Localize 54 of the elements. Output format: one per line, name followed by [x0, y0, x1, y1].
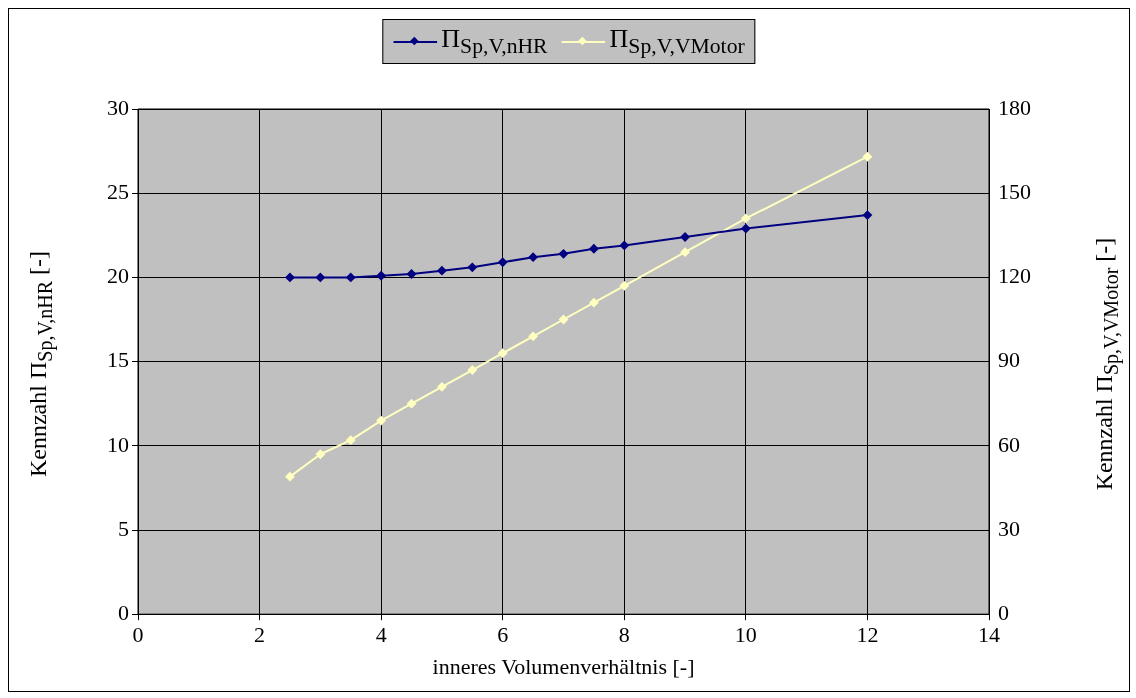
point [407, 399, 417, 409]
legend-label: Π$_{Sp,V,nHR}$ [441, 24, 548, 60]
x-tick-label: 10 [734, 622, 757, 648]
y2-tick-label: 60 [998, 431, 1020, 457]
point [285, 472, 295, 482]
point [680, 247, 690, 257]
y-tick-label: 25 [107, 178, 129, 204]
point [589, 298, 599, 308]
y2-tick-label: 0 [998, 599, 1009, 625]
x-tick-label: 6 [497, 622, 509, 648]
point [467, 365, 477, 375]
y-tick-label: 5 [118, 515, 129, 541]
y-tick-label: 20 [107, 263, 129, 289]
point [315, 272, 325, 282]
point [619, 240, 629, 250]
x-tick-label: 14 [978, 622, 1000, 648]
legend-label: Π$_{Sp,V,VMotor}$ [609, 24, 745, 60]
y-tick-label: 15 [107, 347, 129, 373]
point [407, 269, 417, 279]
point [559, 315, 568, 324]
point [467, 262, 477, 272]
y2-tick-label: 150 [998, 178, 1031, 204]
point [346, 435, 356, 445]
point [315, 449, 325, 459]
y2-tick-label: 30 [998, 515, 1020, 541]
point [680, 232, 690, 242]
point [346, 272, 356, 282]
point [498, 348, 508, 358]
point [437, 382, 447, 392]
x-tick-label: 8 [618, 622, 630, 648]
point [589, 244, 599, 254]
x-tick-label: 12 [856, 622, 879, 648]
point [528, 252, 538, 262]
point [528, 331, 538, 341]
point [741, 213, 751, 223]
point [498, 257, 508, 267]
point [376, 416, 386, 426]
point [862, 210, 872, 220]
point [437, 266, 447, 276]
point [559, 249, 568, 259]
y-tick-label: 30 [107, 94, 129, 120]
y-tick-label: 0 [118, 599, 129, 625]
point [862, 152, 872, 162]
point [741, 224, 751, 234]
y-tick-label: 10 [107, 431, 129, 457]
point [619, 281, 629, 291]
point [376, 271, 386, 281]
y2-tick-label: 180 [998, 94, 1031, 120]
x-tick-label: 2 [254, 622, 266, 648]
y2-tick-label: 90 [998, 347, 1020, 373]
x-axis-title: inneres Volumenverhältnis [-] [432, 653, 695, 679]
y2-tick-label: 120 [998, 263, 1031, 289]
point [285, 272, 295, 282]
x-tick-label: 4 [375, 622, 387, 648]
